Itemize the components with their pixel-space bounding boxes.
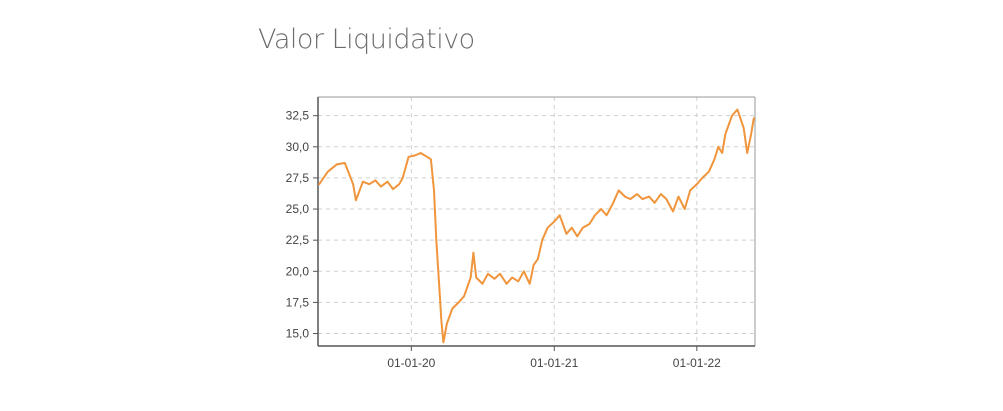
y-tick-label: 17,5 (286, 295, 310, 309)
series-layer (318, 108, 755, 344)
x-tick-label: 01-01-20 (387, 356, 435, 370)
x-tick-label: 01-01-22 (673, 356, 721, 370)
chart-title: Valor Liquidativo (258, 24, 475, 55)
axis-layer: 15,0 17,5 20,0 22,5 25,0 27,5 30,0 32,5 01-01-20… (286, 96, 756, 370)
y-tick-label: 30,0 (286, 140, 310, 154)
x-tick-label: 01-01-21 (530, 356, 578, 370)
y-tick-label: 22,5 (286, 233, 310, 247)
y-tick-label: 20,0 (286, 264, 310, 278)
series-line (318, 108, 755, 344)
y-tick-label: 25,0 (286, 202, 310, 216)
grid-layer (318, 97, 755, 346)
y-tick-label: 32,5 (286, 109, 310, 123)
y-tick-label: 15,0 (286, 327, 310, 341)
y-tick-label: 27,5 (286, 171, 310, 185)
